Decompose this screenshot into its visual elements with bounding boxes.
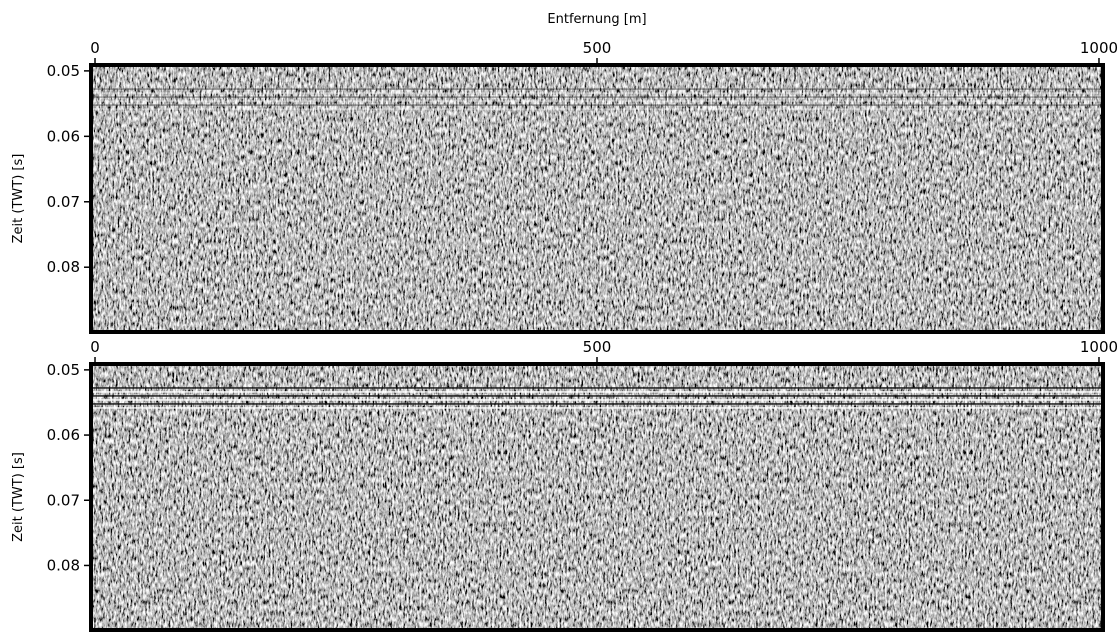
x-tick-label: 500: [583, 39, 612, 57]
y-tick-label: 0.07: [47, 491, 80, 509]
y-tick-label: 0.06: [47, 127, 80, 145]
x-tick-label: 1000: [1080, 338, 1118, 356]
x-tick-label: 0: [90, 338, 100, 356]
y-tick-label: 0.06: [47, 426, 80, 444]
x-tick-label: 500: [583, 338, 612, 356]
y-tick-label: 0.08: [47, 556, 80, 574]
y-tick-label: 0.05: [47, 62, 80, 80]
y-axis-label: Zeit (TWT) [s]: [11, 452, 26, 542]
y-tick-label: 0.08: [47, 258, 80, 276]
x-axis-label: Entfernung [m]: [547, 12, 646, 27]
y-tick-label: 0.07: [47, 193, 80, 211]
x-tick-label: 1000: [1080, 39, 1118, 57]
y-axis-label: Zeit (TWT) [s]: [11, 154, 26, 244]
y-tick-label: 0.05: [47, 361, 80, 379]
x-tick-label: 0: [90, 39, 100, 57]
